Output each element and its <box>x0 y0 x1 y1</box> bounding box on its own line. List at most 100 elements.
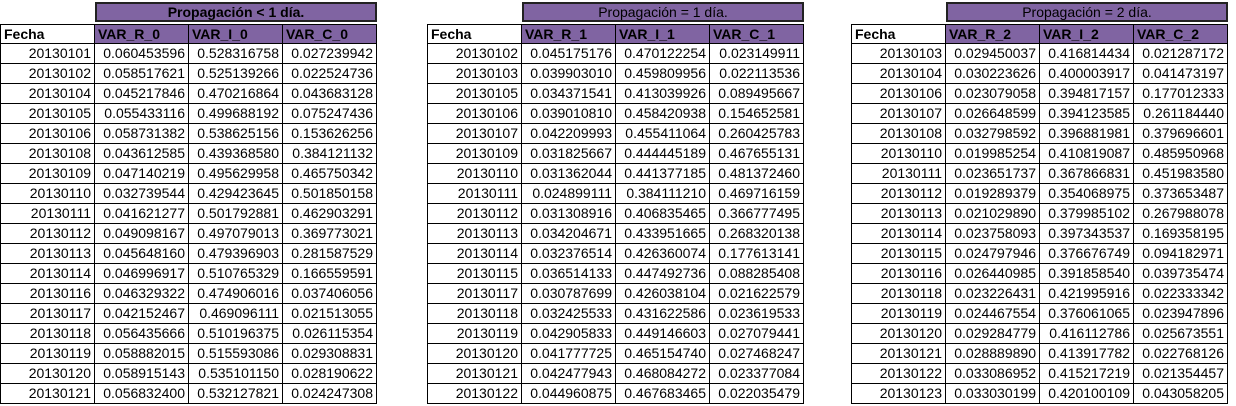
value-cell[interactable]: 0.458420938 <box>616 104 710 124</box>
value-cell[interactable]: 0.465750342 <box>283 164 377 184</box>
value-cell[interactable]: 0.379696601 <box>1134 124 1228 144</box>
date-cell[interactable]: 20130115 <box>851 244 946 264</box>
header-cell-var-r[interactable]: VAR_R_1 <box>522 24 616 44</box>
date-cell[interactable]: 20130102 <box>0 64 95 84</box>
value-cell[interactable]: 0.479396903 <box>189 244 283 264</box>
value-cell[interactable]: 0.396881981 <box>1040 124 1134 144</box>
value-cell[interactable]: 0.497079013 <box>189 224 283 244</box>
date-cell[interactable]: 20130118 <box>851 284 946 304</box>
date-cell[interactable]: 20130122 <box>851 364 946 384</box>
date-cell[interactable]: 20130108 <box>0 144 95 164</box>
header-cell-var-c[interactable]: VAR_C_0 <box>283 24 377 44</box>
date-cell[interactable]: 20130110 <box>427 164 522 184</box>
value-cell[interactable]: 0.042152467 <box>95 304 189 324</box>
value-cell[interactable]: 0.041473197 <box>1134 64 1228 84</box>
header-cell-fecha[interactable]: Fecha <box>0 24 95 44</box>
value-cell[interactable]: 0.039903010 <box>522 64 616 84</box>
value-cell[interactable]: 0.369773021 <box>283 224 377 244</box>
value-cell[interactable]: 0.022035479 <box>710 384 804 404</box>
value-cell[interactable]: 0.049098167 <box>95 224 189 244</box>
date-cell[interactable]: 20130112 <box>427 204 522 224</box>
value-cell[interactable]: 0.043683128 <box>283 84 377 104</box>
date-cell[interactable]: 20130110 <box>851 144 946 164</box>
value-cell[interactable]: 0.023079058 <box>946 84 1040 104</box>
value-cell[interactable]: 0.043612585 <box>95 144 189 164</box>
date-cell[interactable]: 20130116 <box>0 284 95 304</box>
value-cell[interactable]: 0.058517621 <box>95 64 189 84</box>
value-cell[interactable]: 0.400003917 <box>1040 64 1134 84</box>
value-cell[interactable]: 0.376676749 <box>1040 244 1134 264</box>
value-cell[interactable]: 0.459809956 <box>616 64 710 84</box>
date-cell[interactable]: 20130121 <box>851 344 946 364</box>
value-cell[interactable]: 0.153626256 <box>283 124 377 144</box>
value-cell[interactable]: 0.462903291 <box>283 204 377 224</box>
value-cell[interactable]: 0.028190622 <box>283 364 377 384</box>
date-cell[interactable]: 20130113 <box>851 204 946 224</box>
value-cell[interactable]: 0.169358195 <box>1134 224 1228 244</box>
value-cell[interactable]: 0.032376514 <box>522 244 616 264</box>
date-cell[interactable]: 20130107 <box>427 124 522 144</box>
value-cell[interactable]: 0.022333342 <box>1134 284 1228 304</box>
value-cell[interactable]: 0.367866831 <box>1040 164 1134 184</box>
value-cell[interactable]: 0.055433116 <box>95 104 189 124</box>
value-cell[interactable]: 0.177012333 <box>1134 84 1228 104</box>
date-cell[interactable]: 20130104 <box>0 84 95 104</box>
value-cell[interactable]: 0.261184440 <box>1134 104 1228 124</box>
value-cell[interactable]: 0.058882015 <box>95 344 189 364</box>
date-cell[interactable]: 20130122 <box>427 384 522 404</box>
value-cell[interactable]: 0.026440985 <box>946 264 1040 284</box>
date-cell[interactable]: 20130110 <box>0 184 95 204</box>
value-cell[interactable]: 0.023758093 <box>946 224 1040 244</box>
date-cell[interactable]: 20130107 <box>851 104 946 124</box>
value-cell[interactable]: 0.033030199 <box>946 384 1040 404</box>
value-cell[interactable]: 0.420100109 <box>1040 384 1134 404</box>
date-cell[interactable]: 20130120 <box>851 324 946 344</box>
value-cell[interactable]: 0.413039926 <box>616 84 710 104</box>
value-cell[interactable]: 0.376061065 <box>1040 304 1134 324</box>
value-cell[interactable]: 0.039735474 <box>1134 264 1228 284</box>
value-cell[interactable]: 0.433951665 <box>616 224 710 244</box>
value-cell[interactable]: 0.426360074 <box>616 244 710 264</box>
value-cell[interactable]: 0.032739544 <box>95 184 189 204</box>
value-cell[interactable]: 0.023947896 <box>1134 304 1228 324</box>
date-cell[interactable]: 20130105 <box>0 104 95 124</box>
date-cell[interactable]: 20130114 <box>851 224 946 244</box>
table-title[interactable]: Propagación < 1 día. <box>95 2 377 22</box>
date-cell[interactable]: 20130105 <box>427 84 522 104</box>
value-cell[interactable]: 0.031308916 <box>522 204 616 224</box>
date-cell[interactable]: 20130101 <box>0 44 95 64</box>
value-cell[interactable]: 0.094182971 <box>1134 244 1228 264</box>
value-cell[interactable]: 0.394123585 <box>1040 104 1134 124</box>
value-cell[interactable]: 0.039010810 <box>522 104 616 124</box>
value-cell[interactable]: 0.535101150 <box>189 364 283 384</box>
value-cell[interactable]: 0.416814434 <box>1040 44 1134 64</box>
value-cell[interactable]: 0.416112786 <box>1040 324 1134 344</box>
value-cell[interactable]: 0.058731382 <box>95 124 189 144</box>
date-cell[interactable]: 20130111 <box>427 184 522 204</box>
date-cell[interactable]: 20130120 <box>0 364 95 384</box>
value-cell[interactable]: 0.469716159 <box>710 184 804 204</box>
value-cell[interactable]: 0.439368580 <box>189 144 283 164</box>
value-cell[interactable]: 0.034204671 <box>522 224 616 244</box>
value-cell[interactable]: 0.177613141 <box>710 244 804 264</box>
value-cell[interactable]: 0.041621277 <box>95 204 189 224</box>
value-cell[interactable]: 0.021029890 <box>946 204 1040 224</box>
value-cell[interactable]: 0.042905833 <box>522 324 616 344</box>
value-cell[interactable]: 0.467655131 <box>710 144 804 164</box>
value-cell[interactable]: 0.045217846 <box>95 84 189 104</box>
value-cell[interactable]: 0.042209993 <box>522 124 616 144</box>
value-cell[interactable]: 0.384111210 <box>616 184 710 204</box>
value-cell[interactable]: 0.036514133 <box>522 264 616 284</box>
value-cell[interactable]: 0.510765329 <box>189 264 283 284</box>
value-cell[interactable]: 0.030787699 <box>522 284 616 304</box>
value-cell[interactable]: 0.481372460 <box>710 164 804 184</box>
date-cell[interactable]: 20130106 <box>851 84 946 104</box>
value-cell[interactable]: 0.415217219 <box>1040 364 1134 384</box>
header-cell-fecha[interactable]: Fecha <box>427 24 522 44</box>
value-cell[interactable]: 0.026648599 <box>946 104 1040 124</box>
date-cell[interactable]: 20130108 <box>851 124 946 144</box>
value-cell[interactable]: 0.470122254 <box>616 44 710 64</box>
date-cell[interactable]: 20130118 <box>427 304 522 324</box>
value-cell[interactable]: 0.024899111 <box>522 184 616 204</box>
value-cell[interactable]: 0.027079441 <box>710 324 804 344</box>
